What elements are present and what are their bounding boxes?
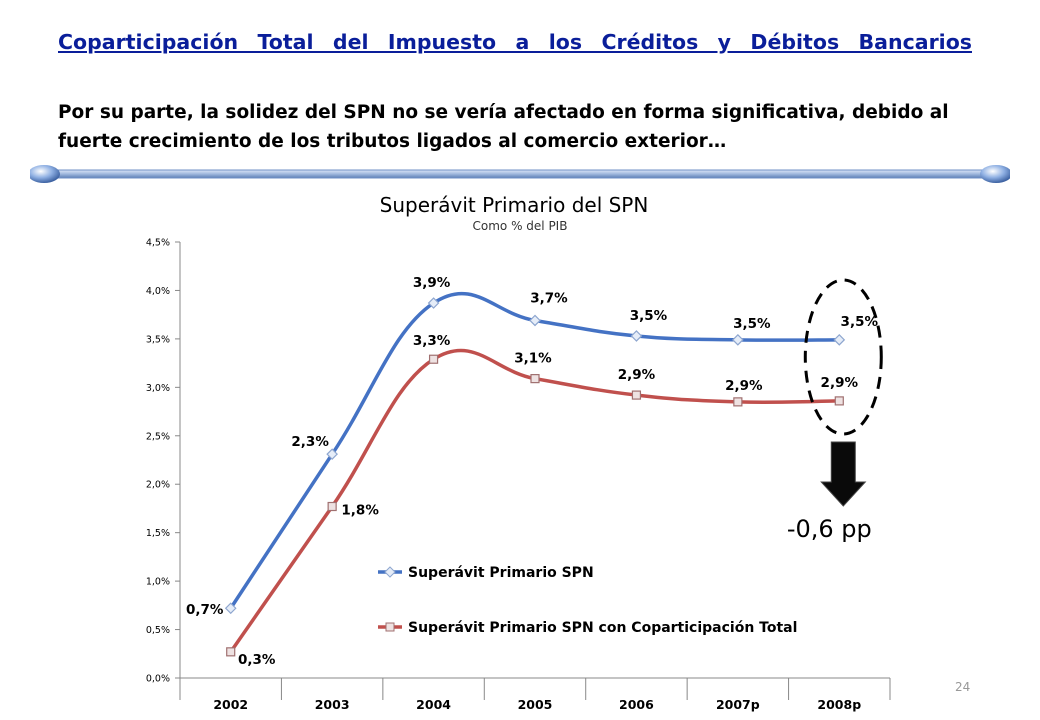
data-label: 3,1% <box>514 351 552 367</box>
data-label: 2,9% <box>821 375 859 391</box>
data-label: 3,7% <box>530 290 568 306</box>
data-label: 3,5% <box>630 308 668 324</box>
y-tick-label: 2,0% <box>146 480 170 491</box>
legend-marker <box>385 622 395 632</box>
data-label: 1,8% <box>341 503 379 519</box>
divider-bar <box>30 165 1010 183</box>
y-tick-label: 3,5% <box>146 334 170 345</box>
series-marker <box>529 314 541 327</box>
chart-subtitle: Como % del PIB <box>473 219 568 233</box>
annotation-text: -0,6 pp <box>787 515 872 543</box>
series-marker <box>530 374 540 384</box>
slide-title: Coparticipación Total del Impuesto a los… <box>58 30 972 54</box>
series-marker <box>326 448 338 461</box>
series-marker <box>224 602 237 615</box>
series-lines <box>224 291 846 657</box>
page-number: 24 <box>955 680 971 694</box>
divider-left-knob <box>30 165 60 183</box>
y-axis: 0,0% 0,5% 1,0% 1,5% 2,0% 2,5% 3,0% 3,5% 4,0% 4,5% <box>146 238 181 685</box>
x-tick-label: 2008p <box>817 697 861 712</box>
down-arrow-icon <box>820 441 867 507</box>
series-marker <box>226 647 236 657</box>
legend-label: Superávit Primario SPN con Coparticipaci… <box>408 620 797 636</box>
y-tick-label: 1,5% <box>146 528 170 539</box>
x-tick-label: 2004 <box>416 697 451 712</box>
y-tick-label: 4,0% <box>146 286 170 297</box>
y-tick-label: 0,5% <box>146 625 170 636</box>
chart-title: Superávit Primario del SPN <box>380 193 649 217</box>
x-axis: 2002 2003 2004 2005 2006 2007p 2008p <box>179 677 891 712</box>
series-marker <box>428 354 439 364</box>
series-marker <box>733 397 743 407</box>
series-line <box>228 291 842 610</box>
y-tick-label: 4,5% <box>146 238 170 249</box>
legend-marker <box>384 566 396 578</box>
series-line <box>228 348 842 654</box>
y-tick-label: 0,0% <box>146 674 170 685</box>
data-label: 0,7% <box>186 602 224 618</box>
data-label: 3,5% <box>733 316 771 332</box>
data-label: 3,3% <box>413 333 451 349</box>
data-label: 2,9% <box>725 378 763 394</box>
highlight-ellipse <box>803 278 883 436</box>
data-label: 3,5% <box>841 314 879 330</box>
data-labels: 0,7% 2,3% 3,9% 3,7% 3,5% 3,5% 3,5% 0,3% 1,8% 3,3%… <box>186 275 878 668</box>
annotation: -0,6 pp <box>787 278 883 543</box>
series-marker <box>732 334 744 346</box>
divider-right-knob <box>980 165 1010 183</box>
y-tick-label: 1,0% <box>146 577 170 588</box>
data-label: 2,9% <box>618 367 656 383</box>
x-tick-label: 2005 <box>518 697 553 712</box>
legend: Superávit Primario SPN Superávit Primario… <box>378 565 797 636</box>
data-label: 2,3% <box>291 434 329 450</box>
x-tick-label: 2002 <box>213 697 248 712</box>
slide-subtitle: Por su parte, la solidez del SPN no se v… <box>58 102 949 152</box>
y-tick-label: 2,5% <box>146 431 170 442</box>
series-marker <box>327 501 337 512</box>
x-tick-label: 2003 <box>315 697 350 712</box>
series-marker <box>631 390 642 400</box>
y-tick-label: 3,0% <box>146 383 170 394</box>
series-marker <box>834 396 844 406</box>
series-marker <box>630 330 643 342</box>
data-label: 0,3% <box>238 652 276 668</box>
series-marker <box>833 334 846 346</box>
legend-label: Superávit Primario SPN <box>408 565 594 581</box>
series-marker <box>427 297 440 309</box>
data-label: 3,9% <box>413 275 451 291</box>
x-tick-label: 2006 <box>619 697 654 712</box>
x-tick-label: 2007p <box>716 697 760 712</box>
